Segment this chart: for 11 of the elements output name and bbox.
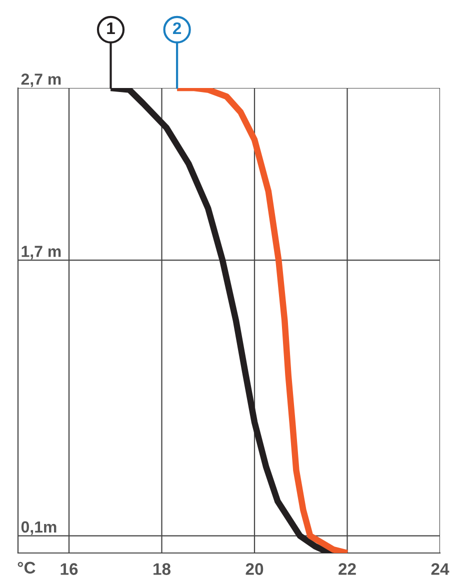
y-tick-label: 2,7 m	[21, 74, 61, 88]
x-tick-label: 24	[431, 563, 450, 575]
y-tick-label: 0,1m	[21, 521, 56, 535]
x-axis-title: °C	[18, 562, 36, 574]
x-tick-label: 22	[338, 563, 356, 575]
text: 2	[173, 22, 182, 34]
text: 1	[107, 22, 115, 34]
x-tick-label: 16	[60, 563, 78, 575]
x-tick-label: 20	[246, 563, 264, 575]
y-tick-label: 1,7 m	[22, 246, 61, 260]
x-tick-label: 18	[154, 563, 171, 575]
